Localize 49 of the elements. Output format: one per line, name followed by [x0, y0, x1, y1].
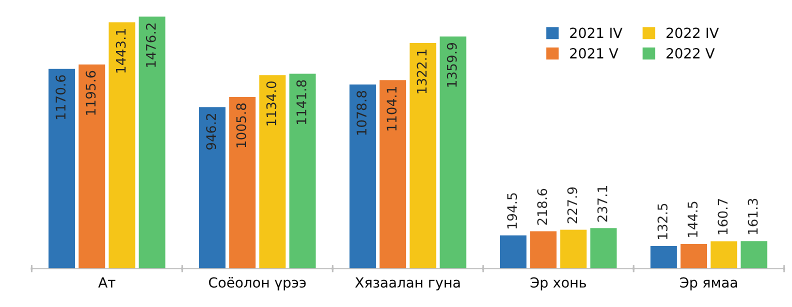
bar [530, 231, 557, 269]
bar [108, 22, 136, 269]
data-label: 1104.1 [386, 86, 397, 130]
legend-label: 2021 V [570, 48, 618, 59]
data-label: 144.5 [688, 202, 698, 237]
legend-label: 2022 V [666, 48, 715, 59]
bar [48, 68, 76, 269]
legend-label: 2021 IV [570, 28, 622, 38]
bar [500, 235, 526, 269]
data-label: 1359.9 [446, 42, 457, 87]
data-label: 1170.6 [56, 75, 66, 120]
data-label: 946.2 [206, 114, 216, 150]
bar [560, 230, 587, 269]
legend-label: 2022 IV [666, 28, 719, 38]
data-label: 161.3 [748, 198, 758, 234]
bar [229, 96, 256, 269]
x-tick-label: Хязаалан гуна [355, 277, 460, 290]
x-tick-label: Соёолон үрээ [208, 276, 306, 290]
data-label: 1476.2 [146, 24, 156, 67]
data-label: 227.9 [567, 187, 578, 224]
data-label: 160.7 [718, 198, 728, 234]
bar [199, 107, 226, 269]
data-label: 1443.1 [116, 29, 126, 73]
bar [410, 42, 436, 269]
x-tick-label: Эр ямаа [680, 277, 737, 290]
bar [259, 75, 286, 269]
data-label: 237.1 [597, 186, 608, 222]
x-tick-label: Эр хонь [530, 277, 586, 290]
data-label: 1141.8 [296, 80, 306, 124]
bar [740, 241, 768, 269]
bar [590, 228, 617, 269]
bar [680, 244, 708, 269]
data-label: 132.5 [658, 204, 668, 240]
bar [440, 36, 466, 269]
bar [380, 80, 406, 269]
data-label: 218.6 [537, 188, 548, 225]
data-label: 1134.0 [266, 81, 276, 126]
x-tick-label: Ат [98, 277, 116, 288]
data-label: 1322.1 [416, 50, 427, 94]
bar [650, 246, 677, 269]
bar [289, 74, 316, 269]
bar [349, 84, 376, 269]
bar [78, 64, 106, 269]
bar [138, 16, 166, 269]
data-label: 1078.8 [356, 90, 367, 135]
bar [710, 241, 738, 269]
data-label: 1005.8 [236, 103, 246, 148]
data-label: 194.5 [507, 193, 518, 228]
data-label: 1195.6 [86, 70, 96, 115]
